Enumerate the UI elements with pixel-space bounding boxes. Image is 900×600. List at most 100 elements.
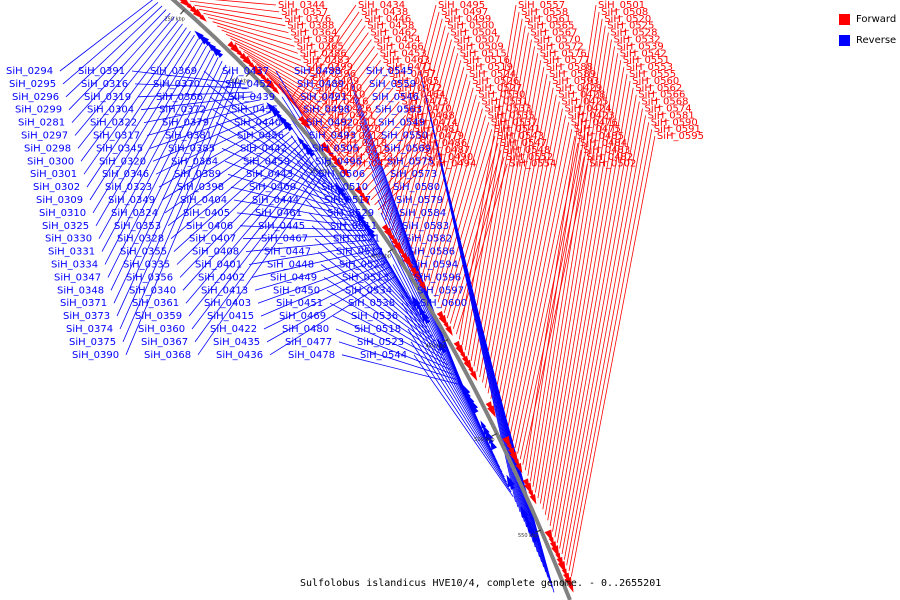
reverse-gene-label[interactable]: SiH_0448 [267, 260, 314, 271]
reverse-gene-label[interactable]: SiH_0360 [138, 324, 185, 335]
forward-gene-label[interactable]: SiH_0532 [614, 35, 661, 46]
reverse-gene-label[interactable]: SiH_0320 [99, 156, 146, 167]
forward-gene-label[interactable]: SiH_0533 [485, 104, 532, 115]
forward-gene-label[interactable]: SiH_0593 [552, 76, 599, 87]
forward-gene-label[interactable]: SiH_0481 [414, 124, 461, 135]
reverse-gene-label[interactable]: SiH_0366 [156, 92, 203, 103]
reverse-gene-label[interactable]: SiH_0389 [174, 169, 221, 180]
reverse-gene-label[interactable]: SiH_0518 [354, 324, 401, 335]
reverse-gene-label[interactable]: SiH_0375 [69, 337, 116, 348]
reverse-gene-label[interactable]: SiH_0402 [198, 272, 245, 283]
forward-gene-label[interactable]: SiH_0364 [290, 28, 337, 39]
reverse-gene-label[interactable]: SiH_0534 [345, 285, 392, 296]
forward-gene-label[interactable]: SiH_0539 [617, 41, 664, 52]
reverse-gene-label[interactable]: SiH_0586 [408, 247, 455, 258]
reverse-gene-label[interactable]: SiH_0370 [153, 79, 200, 90]
reverse-gene-label[interactable]: SiH_0550 [381, 131, 428, 142]
forward-gene-label[interactable]: SiH_0581 [648, 110, 695, 121]
reverse-gene-label[interactable]: SiH_0493 [309, 131, 356, 142]
reverse-gene-label[interactable]: SiH_0437 [222, 66, 269, 77]
forward-gene-label[interactable]: SiH_0463 [383, 55, 430, 66]
reverse-gene-label[interactable]: SiH_0478 [288, 350, 335, 361]
forward-gene-label[interactable]: SiH_0595 [657, 131, 704, 142]
forward-gene-label[interactable]: SiH_0494 [429, 159, 476, 170]
forward-gene-label[interactable]: SiH_0535 [488, 110, 535, 121]
forward-gene-label[interactable]: SiH_0515 [460, 48, 507, 59]
forward-gene-label[interactable]: SiH_0542 [620, 48, 667, 59]
forward-gene-label[interactable]: SiH_0471 [386, 62, 433, 73]
reverse-gene-label[interactable]: SiH_0335 [123, 260, 170, 271]
reverse-gene-label[interactable]: SiH_0304 [87, 105, 134, 116]
forward-gene-label[interactable]: SiH_0555 [629, 69, 676, 80]
forward-gene-label[interactable]: SiH_0423 [568, 110, 615, 121]
reverse-gene-label[interactable]: SiH_0408 [192, 247, 239, 258]
reverse-gene-label[interactable]: SiH_0404 [180, 195, 227, 206]
forward-gene-label[interactable]: SiH_0446 [364, 14, 411, 25]
forward-gene-label[interactable]: SiH_0474 [411, 117, 458, 128]
reverse-gene-label[interactable]: SiH_0440 [234, 118, 281, 129]
reverse-gene-label[interactable]: SiH_0328 [117, 234, 164, 245]
forward-gene-label[interactable]: SiH_0525 [607, 21, 654, 32]
reverse-gene-label[interactable]: SiH_0450 [273, 285, 320, 296]
forward-gene-label[interactable]: SiH_0388 [287, 21, 334, 32]
reverse-gene-label[interactable]: SiH_0498 [303, 105, 350, 116]
reverse-gene-label[interactable]: SiH_0456 [237, 131, 284, 142]
reverse-gene-label[interactable]: SiH_0575 [387, 156, 434, 167]
forward-gene-label[interactable]: SiH_0357 [281, 7, 328, 18]
reverse-gene-label[interactable]: SiH_0496 [315, 156, 362, 167]
forward-gene-label[interactable]: SiH_0426 [325, 104, 372, 115]
reverse-gene-label[interactable]: SiH_0523 [357, 337, 404, 348]
forward-gene-label[interactable]: SiH_0453 [380, 48, 427, 59]
forward-gene-label[interactable]: SiH_0576 [540, 48, 587, 59]
reverse-gene-label[interactable]: SiH_0459 [243, 156, 290, 167]
reverse-gene-label[interactable]: SiH_0442 [240, 143, 287, 154]
reverse-gene-label[interactable]: SiH_0488 [294, 66, 341, 77]
forward-gene-label[interactable]: SiH_0495 [438, 0, 485, 11]
forward-gene-label[interactable]: SiH_0427 [349, 159, 396, 170]
reverse-gene-label[interactable]: SiH_0347 [54, 272, 101, 283]
reverse-gene-label[interactable]: SiH_0324 [111, 208, 158, 219]
reverse-gene-label[interactable]: SiH_0368 [144, 350, 191, 361]
forward-gene-label[interactable]: SiH_0396 [309, 69, 356, 80]
reverse-gene-label[interactable]: SiH_0369 [150, 66, 197, 77]
forward-gene-label[interactable]: SiH_0383 [303, 55, 350, 66]
forward-gene-label[interactable]: SiH_0438 [361, 7, 408, 18]
reverse-gene-label[interactable]: SiH_0297 [21, 131, 68, 142]
reverse-gene-label[interactable]: SiH_0374 [66, 324, 113, 335]
reverse-gene-label[interactable]: SiH_0298 [24, 143, 71, 154]
forward-gene-label[interactable]: SiH_0516 [463, 55, 510, 66]
forward-gene-label[interactable]: SiH_0434 [358, 0, 405, 11]
reverse-gene-label[interactable]: SiH_0491 [300, 92, 347, 103]
forward-gene-label[interactable]: SiH_0490 [426, 152, 473, 163]
forward-gene-label[interactable]: SiH_0519 [466, 62, 513, 73]
reverse-gene-label[interactable]: SiH_0559 [369, 79, 416, 90]
forward-gene-label[interactable]: SiH_0473 [401, 97, 448, 108]
forward-gene-label[interactable]: SiH_0387 [294, 35, 341, 46]
reverse-gene-label[interactable]: SiH_0319 [84, 92, 131, 103]
reverse-gene-label[interactable]: SiH_0544 [360, 350, 407, 361]
reverse-gene-label[interactable]: SiH_0371 [60, 298, 107, 309]
reverse-gene-label[interactable]: SiH_0406 [186, 221, 233, 232]
reverse-gene-label[interactable]: SiH_0455 [231, 105, 278, 116]
reverse-gene-label[interactable]: SiH_0467 [261, 234, 308, 245]
reverse-gene-label[interactable]: SiH_0355 [120, 247, 167, 258]
reverse-gene-label[interactable]: SiH_0563 [375, 105, 422, 116]
reverse-gene-label[interactable]: SiH_0436 [216, 350, 263, 361]
reverse-gene-label[interactable]: SiH_0359 [135, 311, 182, 322]
reverse-gene-label[interactable]: SiH_0323 [105, 182, 152, 193]
reverse-gene-label[interactable]: SiH_0385 [168, 143, 215, 154]
reverse-gene-label[interactable]: SiH_0600 [420, 298, 467, 309]
reverse-gene-label[interactable]: SiH_0334 [51, 260, 98, 271]
reverse-gene-label[interactable]: SiH_0447 [264, 247, 311, 258]
forward-gene-label[interactable]: SiH_0508 [601, 7, 648, 18]
reverse-gene-label[interactable]: SiH_0361 [132, 298, 179, 309]
reverse-gene-label[interactable]: SiH_0384 [171, 156, 218, 167]
forward-gene-label[interactable]: SiH_0409 [312, 76, 359, 87]
reverse-gene-label[interactable]: SiH_0281 [18, 118, 65, 129]
reverse-gene-label[interactable]: SiH_0445 [258, 221, 305, 232]
reverse-gene-label[interactable]: SiH_0367 [141, 337, 188, 348]
reverse-gene-label[interactable]: SiH_0299 [15, 105, 62, 116]
forward-gene-label[interactable]: SiH_0462 [370, 28, 417, 39]
reverse-gene-label[interactable]: SiH_0415 [207, 311, 254, 322]
reverse-gene-label[interactable]: SiH_0379 [162, 118, 209, 129]
